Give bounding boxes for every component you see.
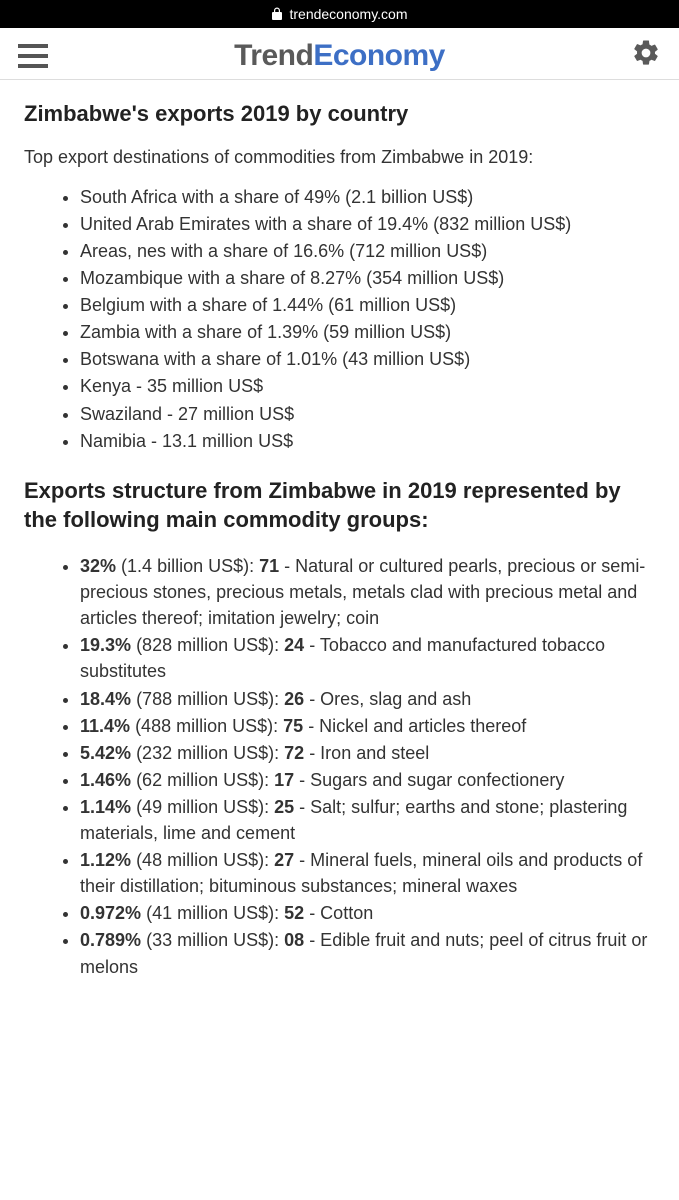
list-item: Zambia with a share of 1.39% (59 million… bbox=[80, 319, 655, 345]
list-item: 5.42% (232 million US$): 72 - Iron and s… bbox=[80, 740, 655, 766]
list-item: 18.4% (788 million US$): 26 - Ores, slag… bbox=[80, 686, 655, 712]
list-item: 1.14% (49 million US$): 25 - Salt; sulfu… bbox=[80, 794, 655, 846]
logo-part2: Economy bbox=[313, 39, 445, 72]
list-item: South Africa with a share of 49% (2.1 bi… bbox=[80, 184, 655, 210]
list-item: Kenya - 35 million US$ bbox=[80, 373, 655, 399]
list-item: 0.789% (33 million US$): 08 - Edible fru… bbox=[80, 927, 655, 979]
commodities-list: 32% (1.4 billion US$): 71 - Natural or c… bbox=[24, 553, 655, 980]
list-item: Botswana with a share of 1.01% (43 milli… bbox=[80, 346, 655, 372]
list-item: 32% (1.4 billion US$): 71 - Natural or c… bbox=[80, 553, 655, 631]
list-item: 19.3% (828 million US$): 24 - Tobacco an… bbox=[80, 632, 655, 684]
site-logo[interactable]: TrendEconomy bbox=[234, 39, 445, 73]
list-item: Swaziland - 27 million US$ bbox=[80, 401, 655, 427]
destinations-list: South Africa with a share of 49% (2.1 bi… bbox=[24, 184, 655, 454]
list-item: Belgium with a share of 1.44% (61 millio… bbox=[80, 292, 655, 318]
list-item: Areas, nes with a share of 16.6% (712 mi… bbox=[80, 238, 655, 264]
list-item: 1.12% (48 million US$): 27 - Mineral fue… bbox=[80, 847, 655, 899]
gear-icon[interactable] bbox=[631, 38, 661, 73]
logo-part1: Trend bbox=[234, 39, 313, 72]
list-item: Namibia - 13.1 million US$ bbox=[80, 428, 655, 454]
url-text: trendeconomy.com bbox=[289, 6, 407, 22]
list-item: Mozambique with a share of 8.27% (354 mi… bbox=[80, 265, 655, 291]
browser-url-bar: trendeconomy.com bbox=[0, 0, 679, 28]
intro-text: Top export destinations of commodities f… bbox=[24, 145, 655, 170]
menu-icon[interactable] bbox=[18, 44, 48, 68]
section-title: Exports structure from Zimbabwe in 2019 … bbox=[24, 476, 655, 535]
lock-icon bbox=[271, 7, 283, 21]
list-item: 11.4% (488 million US$): 75 - Nickel and… bbox=[80, 713, 655, 739]
list-item: 0.972% (41 million US$): 52 - Cotton bbox=[80, 900, 655, 926]
main-content: Zimbabwe's exports 2019 by country Top e… bbox=[0, 80, 679, 980]
page-header: TrendEconomy bbox=[0, 28, 679, 80]
list-item: 1.46% (62 million US$): 17 - Sugars and … bbox=[80, 767, 655, 793]
page-title: Zimbabwe's exports 2019 by country bbox=[24, 100, 655, 129]
list-item: United Arab Emirates with a share of 19.… bbox=[80, 211, 655, 237]
